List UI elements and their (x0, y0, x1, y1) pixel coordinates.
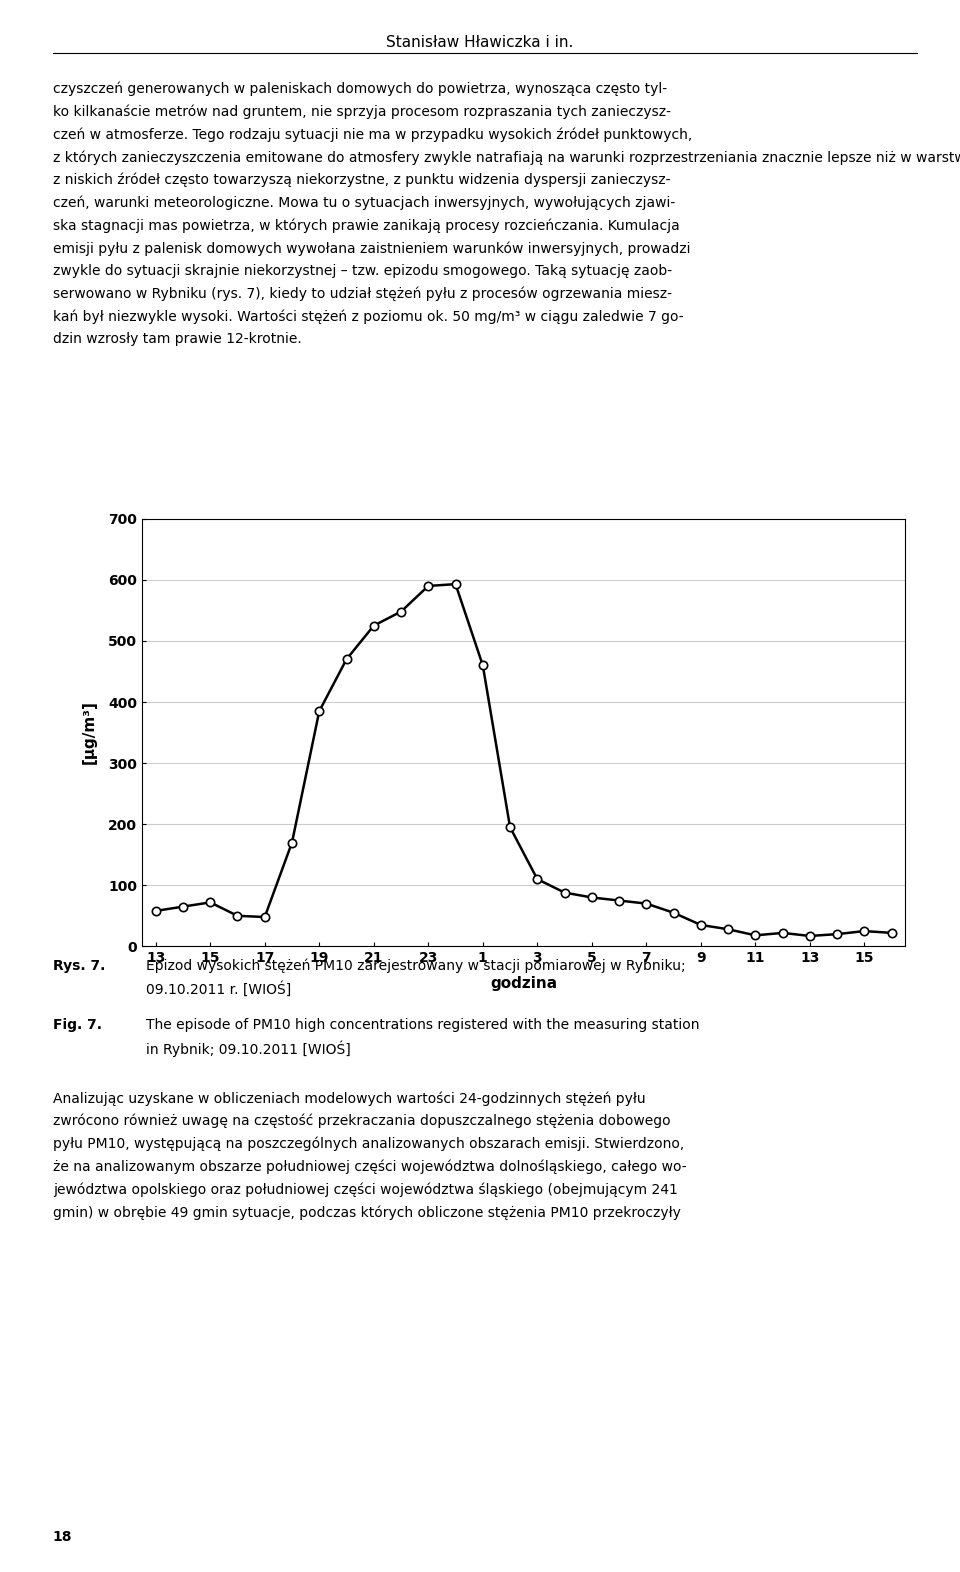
Text: 09.10.2011 r. [WIOŚ]: 09.10.2011 r. [WIOŚ] (146, 981, 291, 997)
Text: zwykle do sytuacji skrajnie niekorzystnej – tzw. epizodu smogowego. Taką sytuacj: zwykle do sytuacji skrajnie niekorzystne… (53, 264, 672, 278)
Text: z niskich źródeł często towarzyszą niekorzystne, z punktu widzenia dyspersji zan: z niskich źródeł często towarzyszą nieko… (53, 173, 670, 187)
Text: czyszczeń generowanych w paleniskach domowych do powietrza, wynosząca często tyl: czyszczeń generowanych w paleniskach dom… (53, 82, 667, 96)
X-axis label: godzina: godzina (491, 976, 557, 992)
Text: gmin) w obrębie 49 gmin sytuacje, podczas których obliczone stężenia PM10 przekr: gmin) w obrębie 49 gmin sytuacje, podcza… (53, 1206, 681, 1220)
Text: z których zanieczyszczenia emitowane do atmosfery zwykle natrafiają na warunki r: z których zanieczyszczenia emitowane do … (53, 149, 960, 165)
Text: serwowano w Rybniku (rys. 7), kiedy to udział stężeń pyłu z procesów ogrzewania : serwowano w Rybniku (rys. 7), kiedy to u… (53, 286, 672, 302)
Text: jewództwa opolskiego oraz południowej części województwa śląskiego (obejmującym : jewództwa opolskiego oraz południowej cz… (53, 1182, 678, 1196)
Text: The episode of PM10 high concentrations registered with the measuring station: The episode of PM10 high concentrations … (146, 1019, 700, 1033)
Text: czeń, warunki meteorologiczne. Mowa tu o sytuacjach inwersyjnych, wywołujących z: czeń, warunki meteorologiczne. Mowa tu o… (53, 196, 675, 211)
Text: ko kilkanaście metrów nad gruntem, nie sprzyja procesom rozpraszania tych zaniec: ko kilkanaście metrów nad gruntem, nie s… (53, 104, 671, 119)
Text: Fig. 7.: Fig. 7. (53, 1019, 102, 1033)
Text: kań był niezwykle wysoki. Wartości stężeń z poziomu ok. 50 mg/m³ w ciągu zaledwi: kań był niezwykle wysoki. Wartości stęże… (53, 310, 684, 324)
Text: zwrócono również uwagę na częstość przekraczania dopuszczalnego stężenia doboweg: zwrócono również uwagę na częstość przek… (53, 1115, 670, 1129)
Text: 18: 18 (53, 1530, 72, 1544)
Text: emisji pyłu z palenisk domowych wywołana zaistnieniem warunków inwersyjnych, pro: emisji pyłu z palenisk domowych wywołana… (53, 241, 690, 256)
Text: Analizując uzyskane w obliczeniach modelowych wartości 24-godzinnych stężeń pyłu: Analizując uzyskane w obliczeniach model… (53, 1091, 645, 1105)
Y-axis label: [μg/m³]: [μg/m³] (83, 701, 97, 764)
Text: pyłu PM10, występującą na poszczególnych analizowanych obszarach emisji. Stwierd: pyłu PM10, występującą na poszczególnych… (53, 1137, 684, 1151)
Text: czeń w atmosferze. Tego rodzaju sytuacji nie ma w przypadku wysokich źródeł punk: czeń w atmosferze. Tego rodzaju sytuacji… (53, 127, 692, 141)
Text: in Rybnik; 09.10.2011 [WIOŚ]: in Rybnik; 09.10.2011 [WIOŚ] (146, 1041, 350, 1058)
Text: ska stagnacji mas powietrza, w których prawie zanikają procesy rozcieńczania. Ku: ska stagnacji mas powietrza, w których p… (53, 219, 680, 233)
Text: że na analizowanym obszarze południowej części województwa dolnośląskiego, całeg: że na analizowanym obszarze południowej … (53, 1160, 686, 1174)
Text: dzin wzrosły tam prawie 12-krotnie.: dzin wzrosły tam prawie 12-krotnie. (53, 333, 301, 346)
Text: Epizod wysokich stężeń PM10 zarejestrowany w stacji pomiarowej w Rybniku;: Epizod wysokich stężeń PM10 zarejestrowa… (146, 959, 685, 973)
Text: Stanisław Hławiczka i in.: Stanisław Hławiczka i in. (386, 35, 574, 50)
Text: Rys. 7.: Rys. 7. (53, 959, 106, 973)
